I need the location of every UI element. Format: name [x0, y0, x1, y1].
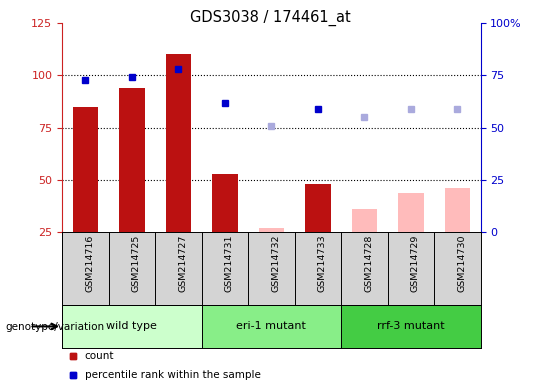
Bar: [166, 55, 191, 232]
Bar: [305, 184, 330, 232]
Text: count: count: [85, 351, 114, 361]
Bar: [201, 305, 341, 348]
Bar: [259, 228, 284, 232]
Text: wild type: wild type: [106, 321, 157, 331]
Bar: [444, 189, 470, 232]
Text: GDS3038 / 174461_at: GDS3038 / 174461_at: [190, 10, 350, 26]
Text: genotype/variation: genotype/variation: [5, 322, 105, 332]
Bar: [341, 305, 481, 348]
Bar: [398, 192, 424, 232]
Text: GSM214730: GSM214730: [457, 235, 467, 292]
Text: GSM214716: GSM214716: [85, 235, 94, 292]
Text: percentile rank within the sample: percentile rank within the sample: [85, 370, 261, 380]
Bar: [119, 88, 145, 232]
Text: eri-1 mutant: eri-1 mutant: [237, 321, 306, 331]
Text: GSM214731: GSM214731: [225, 235, 234, 292]
Bar: [212, 174, 238, 232]
Text: GSM214725: GSM214725: [132, 235, 141, 292]
Bar: [62, 305, 201, 348]
Text: GSM214728: GSM214728: [364, 235, 373, 292]
Bar: [352, 209, 377, 232]
Text: GSM214727: GSM214727: [178, 235, 187, 292]
Text: GSM214732: GSM214732: [272, 235, 280, 292]
Text: GSM214733: GSM214733: [318, 235, 327, 292]
Text: GSM214729: GSM214729: [411, 235, 420, 292]
Bar: [72, 107, 98, 232]
Text: rrf-3 mutant: rrf-3 mutant: [377, 321, 444, 331]
